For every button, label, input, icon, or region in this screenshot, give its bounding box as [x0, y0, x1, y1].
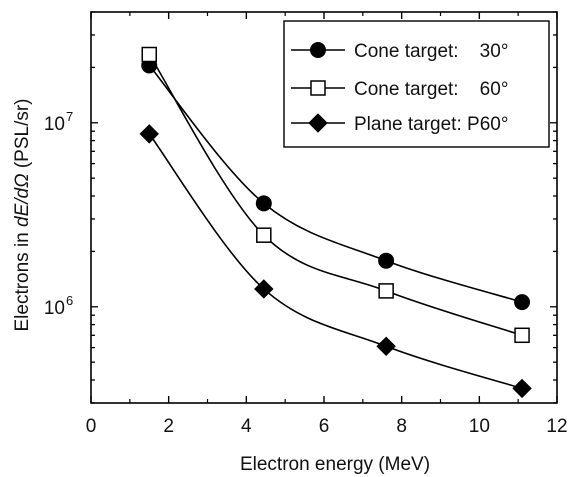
y-tick-label-exponent: 7 [66, 109, 73, 124]
y-axis-title-italic: dE/dΩ [12, 173, 33, 227]
x-tick-label: 4 [241, 416, 252, 437]
legend-box [283, 20, 550, 148]
y-axis-title: Electrons in dE/dΩ (PSL/sr) [12, 98, 33, 331]
legend-marker-cone-30 [310, 42, 326, 58]
x-tick-label: 0 [86, 416, 97, 437]
data-point-cone-30 [514, 294, 531, 311]
data-point-cone-30 [255, 195, 272, 212]
x-tick-label: 6 [319, 416, 330, 437]
x-tick-label: 12 [546, 416, 567, 437]
legend-label-plane-p60: Plane target: P60° [354, 114, 508, 135]
y-axis-title-prefix: Electrons in [12, 227, 33, 332]
x-axis-title: Electron energy (MeV) [240, 454, 430, 475]
x-tick-label: 10 [469, 416, 490, 437]
data-point-cone-60 [141, 46, 157, 63]
data-point-plane-p60 [512, 378, 532, 399]
data-point-plane-p60 [254, 279, 274, 299]
data-point-plane-p60 [376, 336, 396, 356]
legend-label-cone-30: Cone target: 30° [354, 41, 508, 62]
y-axis-title-suffix: (PSL/sr) [12, 98, 33, 173]
series-line-cone-60 [148, 54, 523, 337]
series-line-plane-p60 [148, 133, 523, 390]
y-tick-label: 10 [44, 114, 65, 135]
legend-marker-cone-60 [310, 80, 326, 96]
data-point-cone-60 [514, 327, 530, 344]
x-tick-label: 8 [396, 416, 407, 437]
data-point-plane-p60 [139, 124, 159, 144]
legend-marker-plane-p60 [308, 113, 328, 133]
y-tick-label: 10 [44, 298, 65, 319]
data-point-cone-60 [256, 227, 272, 243]
data-point-cone-30 [378, 252, 395, 269]
series-line-cone-30 [148, 64, 523, 303]
legend-label-cone-60: Cone target: 60° [354, 79, 508, 100]
x-tick-label: 2 [163, 416, 174, 437]
data-point-cone-60 [378, 283, 394, 299]
y-tick-label-exponent: 6 [66, 293, 73, 308]
